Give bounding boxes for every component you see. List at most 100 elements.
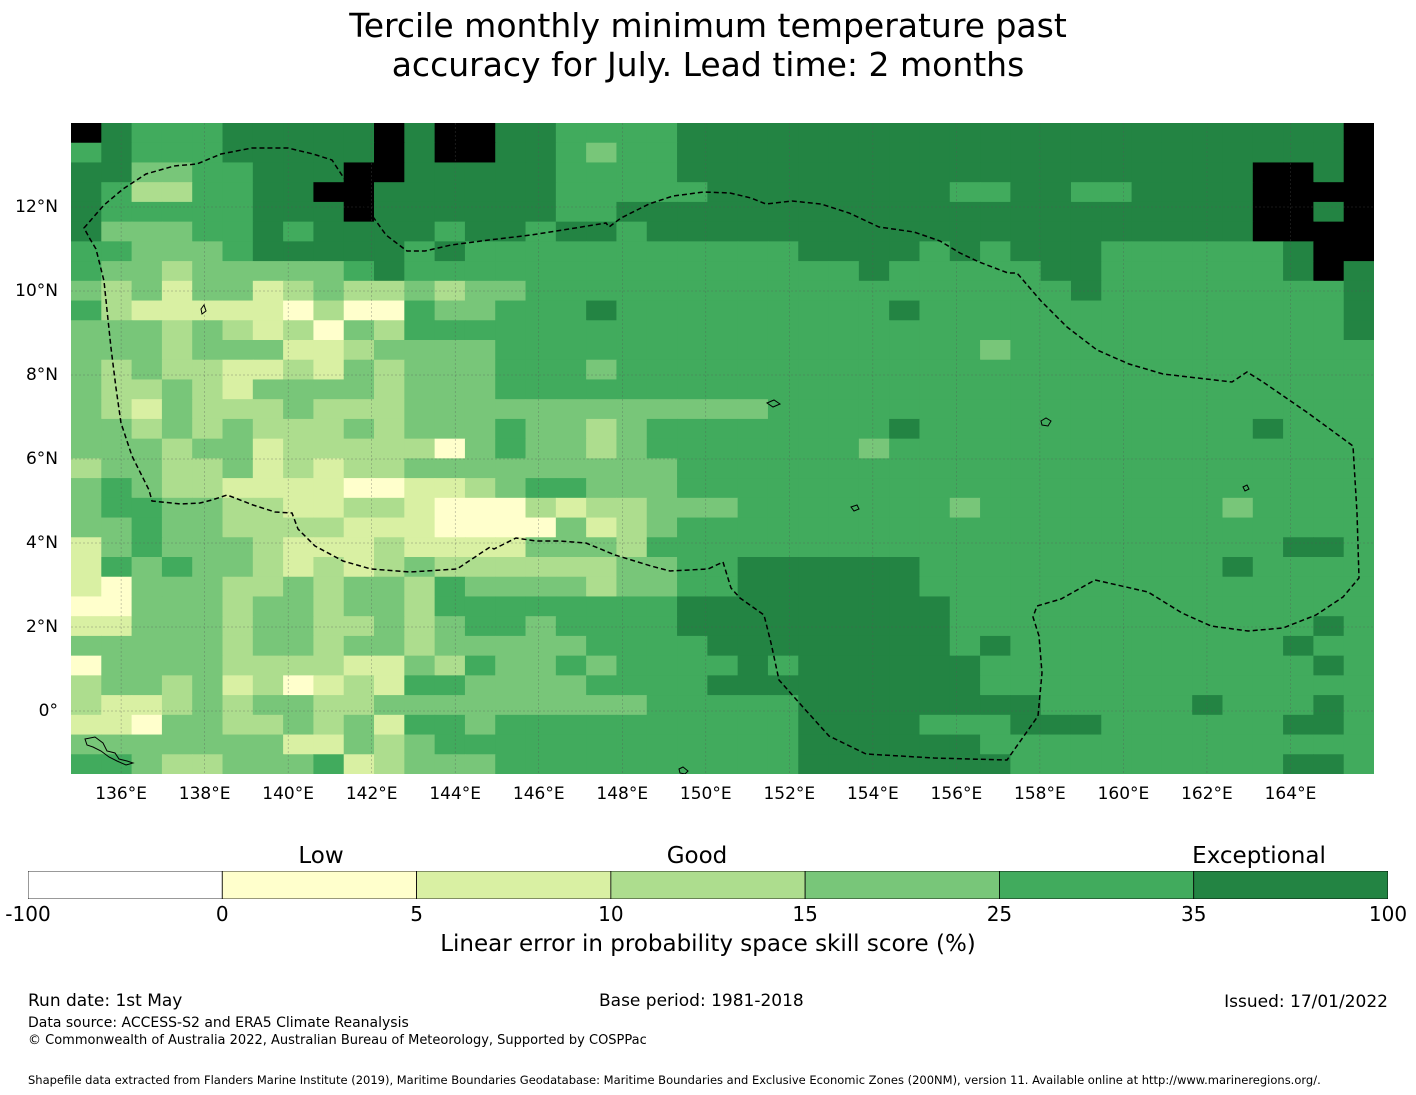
grid-cell — [1101, 576, 1133, 598]
grid-cell — [707, 616, 739, 637]
grid-cell — [404, 320, 436, 341]
grid-cell — [192, 734, 224, 755]
grid-cell — [919, 123, 951, 144]
grid-cell — [828, 497, 860, 519]
grid-cell — [1161, 675, 1193, 696]
grid-cell — [919, 616, 951, 637]
grid-cell — [343, 300, 375, 321]
grid-cell — [1252, 714, 1284, 736]
grid-cell — [1343, 182, 1374, 203]
grid-cell — [616, 458, 648, 479]
grid-cell — [131, 675, 163, 696]
grid-cell — [677, 221, 708, 242]
grid-cell — [192, 241, 224, 262]
grid-cell — [919, 300, 951, 321]
grid-cell — [1222, 458, 1254, 479]
grid-cell — [828, 142, 860, 164]
grid-cell — [464, 359, 496, 381]
grid-cell — [404, 241, 436, 262]
grid-cell — [1040, 537, 1072, 558]
grid-cell — [464, 123, 496, 144]
grid-cell — [374, 635, 405, 657]
grid-cell — [1252, 418, 1284, 440]
grid-cell — [1222, 576, 1254, 598]
grid-cell — [980, 675, 1011, 696]
grid-cell — [495, 340, 527, 361]
grid-cell — [525, 458, 557, 479]
grid-cell — [434, 241, 466, 262]
grid-cell — [374, 616, 405, 637]
grid-cell — [1283, 379, 1314, 400]
lon-tick-label: 152°E — [763, 784, 816, 804]
grid-cell — [1101, 714, 1133, 736]
grid-cell — [798, 123, 830, 144]
grid-cell — [313, 379, 345, 400]
grid-cell — [1131, 241, 1163, 262]
grid-cell — [404, 458, 436, 479]
grid-cell — [858, 162, 890, 183]
grid-cell — [404, 635, 436, 657]
grid-cell — [586, 340, 618, 361]
grid-cell — [1040, 300, 1072, 321]
grid-cell — [980, 714, 1011, 736]
grid-cell — [646, 754, 678, 774]
grid-cell — [434, 537, 466, 558]
grid-cell — [555, 497, 587, 519]
grid-cell — [131, 379, 163, 400]
grid-cell — [919, 497, 951, 519]
grid-cell — [737, 734, 769, 755]
grid-cell — [343, 754, 375, 774]
grid-cell — [495, 379, 527, 400]
grid-cell — [374, 418, 405, 440]
grid-cell — [1343, 616, 1374, 637]
grid-cell — [586, 596, 618, 617]
grid-cell — [1313, 655, 1345, 676]
grid-cell — [1222, 142, 1254, 164]
grid-cell — [404, 182, 436, 203]
grid-cell — [586, 714, 618, 736]
grid-cell — [161, 320, 193, 341]
grid-cell — [889, 340, 921, 361]
grid-cell — [404, 123, 436, 144]
grid-cell — [980, 616, 1011, 637]
grid-cell — [858, 754, 890, 774]
grid-cell — [222, 576, 254, 598]
grid-cell — [252, 458, 284, 479]
grid-cell — [131, 320, 163, 341]
grid-cell — [222, 754, 254, 774]
grid-cell — [616, 596, 648, 617]
grid-cell — [1343, 557, 1374, 578]
island-manus — [678, 766, 689, 774]
grid-cell — [767, 142, 799, 164]
grid-cell — [434, 478, 466, 499]
grid-cell — [1131, 537, 1163, 558]
grid-cell — [889, 320, 921, 341]
grid-cell — [495, 537, 527, 558]
grid-cell — [949, 537, 981, 558]
grid-cell — [737, 754, 769, 774]
grid-cell — [252, 635, 284, 657]
grid-cell — [252, 340, 284, 361]
grid-cell — [374, 399, 405, 420]
grid-cell — [919, 537, 951, 558]
grid-cell — [101, 162, 133, 183]
grid-cell — [646, 734, 678, 755]
grid-cell — [586, 557, 618, 578]
grid-cell — [161, 379, 193, 400]
grid-cell — [101, 616, 133, 637]
grid-cell — [495, 221, 527, 242]
grid-cell — [828, 261, 860, 282]
grid-cell — [192, 458, 224, 479]
grid-cell — [1131, 497, 1163, 519]
grid-cell — [434, 517, 466, 538]
grid-cell — [858, 557, 890, 578]
grid-cell — [434, 359, 466, 381]
grid-cell — [192, 123, 224, 144]
grid-cell — [949, 359, 981, 381]
grid-cell — [1252, 182, 1284, 203]
grid-cell — [1070, 359, 1102, 381]
island-kosrae — [1242, 484, 1250, 492]
grid-cell — [1252, 734, 1284, 755]
grid-cell — [737, 379, 769, 400]
grid-cell — [1040, 359, 1072, 381]
